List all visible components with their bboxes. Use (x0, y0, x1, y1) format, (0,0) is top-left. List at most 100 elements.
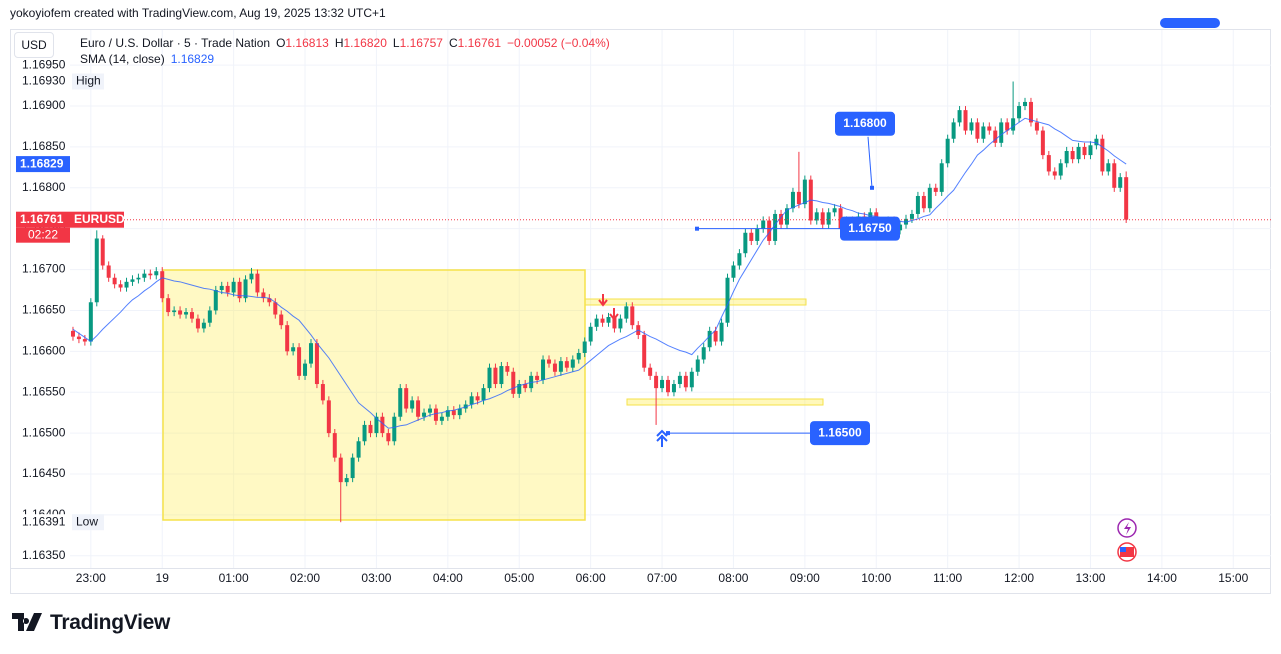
candle-body (76, 336, 81, 340)
candle-body (588, 326, 593, 342)
annotation-box (810, 421, 870, 446)
candle-body (356, 441, 361, 458)
candle-body (1034, 122, 1039, 131)
y-tick-label: 1.16450 (22, 466, 66, 480)
candle-body (374, 416, 379, 434)
candle-body (945, 138, 950, 164)
candle-body (1023, 101, 1028, 107)
candle-body (243, 279, 248, 299)
candle-body (124, 281, 129, 288)
candle-body (100, 238, 105, 266)
candle-body (826, 212, 831, 225)
candle-body (648, 367, 653, 376)
logo[interactable]: TradingView (12, 611, 170, 635)
extreme-value: 1.16391 (22, 514, 66, 528)
candle-body (231, 281, 236, 293)
candle-body (142, 273, 147, 278)
candle-body (987, 126, 992, 131)
ohlc-value: 1.16820 (343, 36, 387, 50)
candle-body (88, 302, 93, 342)
candle-body (130, 279, 135, 282)
x-tick-label: 08:00 (718, 571, 748, 585)
annotation-label: 1.16500 (818, 425, 862, 439)
legend-row: Euro / U.S. Dollar · 5 · Trade Nation O1.… (80, 35, 616, 51)
x-tick-label: 10:00 (861, 571, 891, 585)
annotation-anchor (666, 431, 670, 436)
candle-body (689, 371, 694, 388)
candle-body (1052, 171, 1057, 176)
range-box (162, 269, 586, 521)
candle-body (796, 191, 801, 205)
candle-body (594, 318, 599, 327)
sma-tag-label: 1.16829 (20, 156, 64, 170)
candle-body (1088, 145, 1093, 156)
candle-body (915, 195, 920, 214)
candle-body (195, 318, 200, 329)
candle-body (201, 322, 206, 329)
y-tick-label: 1.16600 (22, 344, 66, 358)
candle-body (404, 388, 409, 409)
annotation-label: 1.16750 (848, 221, 892, 235)
candle-body (552, 363, 557, 372)
candle-body (481, 388, 486, 401)
annotation-anchor (870, 185, 874, 190)
candle-body (951, 122, 956, 139)
candle-body (975, 122, 980, 139)
candle-body (999, 122, 1004, 143)
event-icon-glyph (1124, 522, 1131, 535)
candle-body (576, 352, 581, 360)
candle-body (249, 273, 254, 280)
candle-body (225, 285, 230, 293)
candle-body (112, 277, 117, 285)
candle-body (1094, 138, 1099, 146)
annotation-label: 1.16800 (843, 116, 887, 130)
marks (70, 81, 1129, 523)
candle-body (106, 265, 111, 278)
y-tick-label: 1.16350 (22, 548, 66, 562)
candle-body (511, 371, 516, 394)
candle-body (493, 367, 498, 385)
candle-body (303, 363, 308, 376)
candle-body (546, 359, 551, 364)
candle-body (219, 285, 224, 291)
x-tick-label: 01:00 (219, 571, 249, 585)
candle-body (475, 396, 480, 401)
currency-button[interactable]: USD (14, 32, 54, 58)
candle-body (416, 400, 421, 417)
annotation-box (835, 111, 895, 136)
candle-body (838, 208, 843, 229)
sma-name: SMA (14, close) (80, 52, 165, 66)
candle-body (606, 316, 611, 323)
annotation-anchor (695, 226, 699, 231)
candle-body (671, 384, 676, 393)
candle-body (660, 379, 665, 389)
symbol-name: Euro / U.S. Dollar · 5 · Trade Nation (80, 36, 271, 50)
candle-body (719, 322, 724, 342)
ohlc-value: 1.16757 (399, 36, 443, 50)
extreme-value: 1.16930 (22, 74, 66, 88)
candle-body (362, 424, 367, 442)
candle-body (683, 375, 688, 388)
candle-body (790, 191, 795, 209)
candle-body (535, 375, 540, 380)
candle-body (392, 416, 397, 442)
extreme-name: High (76, 74, 101, 88)
candle-body (320, 384, 325, 401)
change: −0.00052 (−0.04%) (507, 36, 610, 50)
candle-body (642, 334, 647, 368)
candle-body (82, 339, 87, 342)
candle-body (189, 312, 194, 319)
candle-body (1112, 163, 1117, 188)
chart-frame (10, 29, 1271, 594)
x-tick-label: 23:00 (76, 571, 106, 585)
supply-zone (584, 298, 807, 306)
candle-body (273, 302, 278, 315)
ohlc-value: 1.16813 (285, 36, 329, 50)
candle-body (927, 187, 932, 209)
candle-body (291, 347, 296, 352)
candle-body (380, 416, 385, 434)
candle-body (255, 273, 260, 293)
y-tick-label: 1.16500 (22, 425, 66, 439)
y-tick-label: 1.16850 (22, 139, 66, 153)
